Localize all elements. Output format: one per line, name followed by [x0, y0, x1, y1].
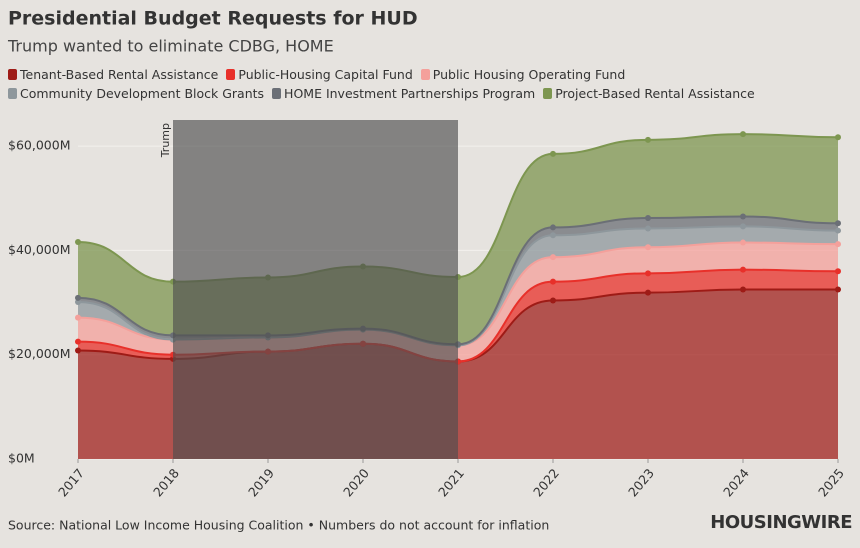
y-tick-label: $40,000M: [8, 242, 70, 257]
brand-logo: HOUSINGWIRE: [710, 512, 852, 533]
x-tick-label: 2017: [55, 466, 87, 500]
data-point: [75, 239, 81, 246]
data-point: [75, 294, 81, 301]
legend-label: Project-Based Rental Assistance: [555, 86, 755, 101]
data-point: [740, 213, 746, 220]
x-tick-label: 2025: [815, 466, 847, 500]
area: [78, 226, 838, 346]
legend-swatch: [272, 88, 282, 99]
data-point: [835, 227, 841, 234]
data-point: [645, 215, 651, 222]
legend-label: Public-Housing Capital Fund: [238, 67, 413, 82]
legend-item: Community Development Block Grants: [8, 86, 264, 101]
data-point: [645, 244, 651, 251]
legend-label: Community Development Block Grants: [20, 86, 265, 101]
legend-swatch: [420, 69, 430, 80]
legend-swatch: [543, 88, 553, 99]
data-point: [645, 225, 651, 232]
legend-item: HOME Investment Partnerships Program: [272, 86, 535, 101]
legend-label: Tenant-Based Rental Assistance: [20, 67, 219, 82]
data-point: [550, 297, 556, 304]
legend-label: HOME Investment Partnerships Program: [284, 86, 536, 101]
x-tick-label: 2022: [530, 466, 562, 500]
data-point: [75, 314, 81, 321]
legend: Tenant-Based Rental Assistance Public-Hou…: [8, 67, 853, 101]
y-tick-label: $20,000M: [8, 346, 70, 361]
x-tick-label: 2023: [625, 466, 657, 500]
data-point: [835, 268, 841, 275]
data-point: [740, 266, 746, 273]
chart-subtitle: Trump wanted to eliminate CDBG, HOME: [7, 37, 334, 56]
highlight-band: [173, 120, 458, 459]
x-tick-label: 2018: [150, 466, 182, 500]
legend-item: Tenant-Based Rental Assistance: [8, 67, 218, 82]
data-point: [550, 254, 556, 261]
data-point: [75, 299, 81, 306]
data-point: [550, 232, 556, 239]
data-point: [645, 270, 651, 277]
data-point: [550, 224, 556, 231]
legend-item: Project-Based Rental Assistance: [543, 86, 755, 101]
data-point: [835, 134, 841, 141]
data-point: [740, 223, 746, 230]
data-point: [835, 241, 841, 248]
data-point: [75, 338, 81, 345]
data-point: [645, 136, 651, 143]
data-point: [740, 286, 746, 293]
data-point: [75, 347, 81, 354]
x-tick-label: 2020: [340, 466, 372, 500]
data-point: [835, 220, 841, 227]
data-point: [550, 278, 556, 285]
data-point: [645, 289, 651, 296]
legend-swatch: [8, 69, 17, 80]
x-tick-label: 2019: [245, 466, 277, 500]
chart-title: Presidential Budget Requests for HUD: [8, 8, 418, 30]
highlight-label: Trump: [159, 123, 172, 158]
data-point: [835, 286, 841, 293]
legend-swatch: [226, 69, 236, 80]
legend-item: Public Housing Operating Fund: [420, 67, 626, 82]
x-tick-label: 2021: [435, 466, 467, 500]
data-point: [550, 150, 556, 157]
y-tick-label: $0M: [8, 451, 35, 466]
legend-label: Public Housing Operating Fund: [432, 67, 626, 82]
data-point: [740, 239, 746, 246]
source-note: Source: National Low Income Housing Coal…: [8, 518, 549, 533]
y-tick-label: $60,000M: [8, 138, 70, 153]
legend-swatch: [8, 88, 17, 99]
x-tick-label: 2024: [720, 466, 752, 500]
legend-item: Public-Housing Capital Fund: [226, 67, 413, 82]
data-point: [740, 131, 746, 138]
